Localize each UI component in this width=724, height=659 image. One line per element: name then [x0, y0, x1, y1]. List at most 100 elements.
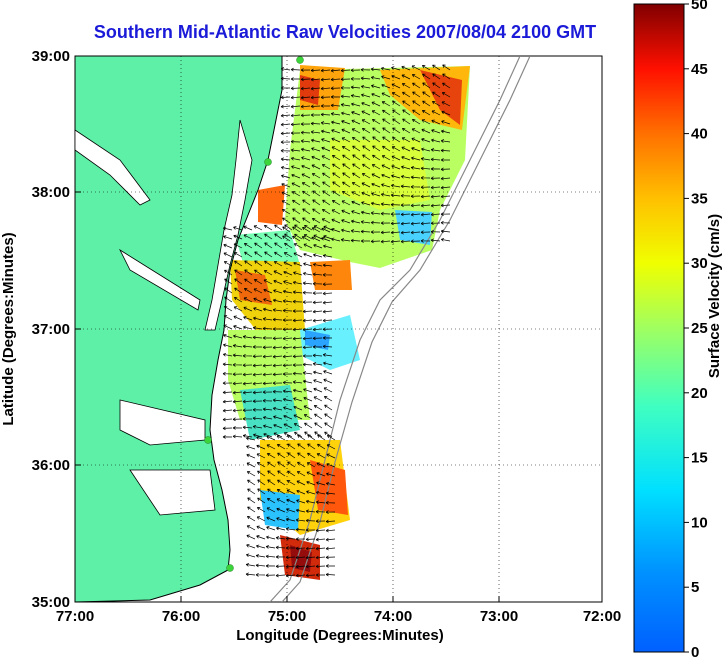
- velocity-arrow: [360, 76, 371, 81]
- velocity-arrow: [371, 192, 381, 197]
- velocity-arrow: [430, 221, 441, 226]
- velocity-arrow: [222, 435, 233, 439]
- velocity-arrow: [312, 199, 321, 206]
- velocity-arrow: [295, 573, 306, 578]
- velocity-arrow: [252, 335, 263, 340]
- velocity-arrow: [283, 280, 293, 285]
- velocity-arrow: [272, 345, 283, 350]
- velocity-arrow: [322, 263, 333, 268]
- velocity-arrow: [315, 555, 326, 560]
- velocity-arrow: [302, 362, 313, 367]
- velocity-arrow: [340, 103, 351, 107]
- velocity-arrow: [312, 327, 323, 332]
- velocity-arrow: [301, 164, 311, 170]
- velocity-arrow: [302, 290, 313, 295]
- velocity-arrow: [232, 353, 243, 358]
- velocity-arrow: [295, 555, 306, 560]
- grid-lines: [75, 56, 602, 602]
- velocity-arrow: [264, 251, 273, 258]
- velocity-arrow: [294, 431, 303, 438]
- velocity-arrow: [274, 251, 283, 258]
- velocity-arrow: [323, 370, 333, 375]
- velocity-arrow: [421, 119, 431, 125]
- velocity-arrow: [242, 372, 253, 377]
- velocity-arrow: [432, 91, 441, 98]
- velocity-arrow: [410, 203, 421, 208]
- velocity-arrow: [265, 554, 276, 559]
- velocity-arrow: [361, 110, 371, 116]
- velocity-arrow: [224, 287, 233, 294]
- velocity-arrow: [332, 181, 341, 188]
- velocity-arrow: [242, 335, 253, 339]
- velocity-arrow: [234, 260, 243, 267]
- velocity-arrow: [247, 506, 256, 513]
- velocity-arrow: [222, 381, 233, 386]
- lon-tick: 74:00: [374, 608, 412, 625]
- velocity-arrow: [273, 289, 283, 294]
- velocity-arrow: [400, 193, 411, 198]
- velocity-arrow: [315, 546, 326, 551]
- velocity-arrow: [430, 185, 441, 190]
- velocity-arrow: [280, 113, 291, 118]
- velocity-arrow: [262, 336, 272, 340]
- velocity-arrow: [246, 471, 256, 477]
- velocity-arrow: [263, 298, 273, 303]
- velocity-arrow: [361, 191, 371, 197]
- velocity-arrow: [350, 76, 361, 81]
- velocity-arrow: [321, 227, 331, 233]
- lat-tick: 39:00: [32, 48, 70, 65]
- velocity-arrow: [313, 396, 323, 402]
- velocity-arrow: [292, 380, 303, 384]
- velocity-arrow: [282, 226, 291, 233]
- velocity-arrow: [282, 397, 293, 402]
- velocity-arrow: [305, 509, 316, 513]
- land-mass: [75, 56, 283, 602]
- velocity-arrow: [262, 363, 273, 368]
- velocity-arrow: [252, 424, 263, 429]
- velocity-arrow: [317, 443, 326, 450]
- velocity-arrow: [305, 537, 316, 542]
- velocity-arrow: [290, 139, 301, 144]
- velocity-arrow: [322, 291, 333, 296]
- lat-tick: 37:00: [32, 321, 70, 338]
- velocity-arrow: [326, 444, 336, 450]
- velocity-arrow: [316, 471, 326, 477]
- velocity-arrow: [266, 507, 276, 513]
- velocity-arrow: [223, 261, 233, 267]
- velocity-arrow: [372, 154, 381, 161]
- velocity-arrow: [305, 546, 316, 551]
- velocity-arrow: [293, 271, 303, 276]
- velocity-arrow: [272, 381, 283, 386]
- velocity-arrow: [324, 422, 333, 429]
- velocity-arrow: [290, 113, 301, 118]
- velocity-arrow: [256, 535, 266, 540]
- velocity-arrow: [292, 280, 303, 285]
- velocity-arrow: [272, 317, 283, 322]
- velocity-arrow: [442, 73, 451, 80]
- velocity-arrow: [362, 145, 371, 152]
- velocity-arrow: [272, 389, 283, 394]
- velocity-arrow: [222, 417, 233, 422]
- velocity-arrow: [284, 224, 293, 231]
- radar-stations: [204, 56, 304, 572]
- velocity-arrow: [321, 237, 331, 242]
- velocity-arrow: [256, 453, 266, 459]
- velocity-arrow: [421, 128, 431, 134]
- velocity-arrow: [297, 443, 306, 450]
- velocity-arrow: [440, 167, 451, 172]
- velocity-arrow: [331, 200, 341, 206]
- velocity-arrow: [380, 221, 391, 225]
- velocity-arrow: [431, 119, 441, 125]
- velocity-arrow: [293, 414, 303, 420]
- velocity-arrow: [282, 318, 293, 322]
- velocity-arrow: [282, 363, 293, 368]
- velocity-arrow: [313, 225, 323, 231]
- velocity-arrow: [351, 191, 361, 197]
- velocity-arrow: [242, 416, 253, 421]
- velocity-arrow: [282, 308, 293, 313]
- velocity-arrow: [262, 415, 273, 420]
- velocity-arrow: [246, 525, 256, 531]
- velocity-arrow: [222, 362, 233, 367]
- velocity-arrow: [290, 148, 301, 153]
- velocity-vectors: [222, 64, 451, 578]
